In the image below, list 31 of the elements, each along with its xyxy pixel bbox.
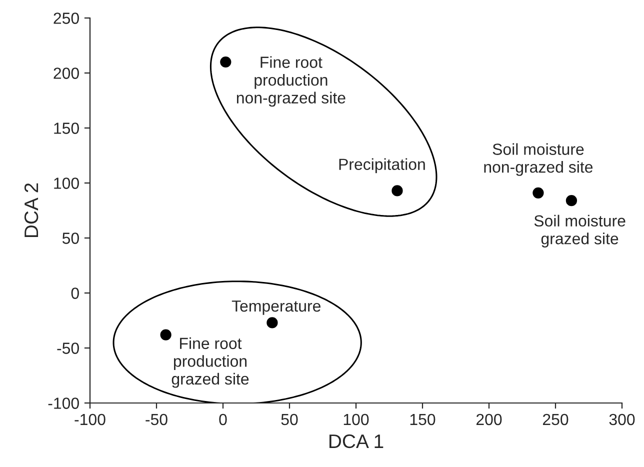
annotation: Fine root production grazed site xyxy=(172,337,249,388)
point xyxy=(532,187,544,198)
y-tick-label: -50 xyxy=(57,342,79,354)
x-tick-label: 200 xyxy=(476,414,502,426)
annotation: Temperature xyxy=(232,300,320,315)
y-tick-label: 250 xyxy=(54,12,79,24)
y-tick-label: -100 xyxy=(48,398,79,409)
y-tick-label: 0 xyxy=(71,288,79,299)
x-tick-label: -100 xyxy=(74,414,106,426)
x-tick-label: 300 xyxy=(609,414,635,426)
x-tick-label: 250 xyxy=(542,414,568,426)
x-tick-label: 50 xyxy=(281,414,298,426)
point xyxy=(392,185,403,196)
x-tick-label: 150 xyxy=(410,414,436,426)
annotation: Fine root production non-grazed site xyxy=(236,56,346,107)
x-tick-label: 0 xyxy=(219,414,227,426)
y-tick-label: 50 xyxy=(62,232,79,244)
point xyxy=(566,195,578,206)
annotation: Soil moisture non-grazed site xyxy=(484,143,593,176)
point xyxy=(266,317,278,328)
y-tick-label: 150 xyxy=(54,122,79,134)
x-tick-label: 100 xyxy=(344,414,369,426)
point xyxy=(160,329,172,340)
y-tick-label: 200 xyxy=(54,68,79,79)
x-axis-title: DCA 1 xyxy=(329,434,384,448)
annotation: Precipitation xyxy=(339,158,425,174)
y-tick-label: 100 xyxy=(54,178,79,189)
x-tick-label: -50 xyxy=(146,414,168,426)
y-axis-title: DCA 2 xyxy=(24,183,38,238)
point xyxy=(220,56,232,68)
annotation: Soil moisture grazed site xyxy=(534,214,626,248)
